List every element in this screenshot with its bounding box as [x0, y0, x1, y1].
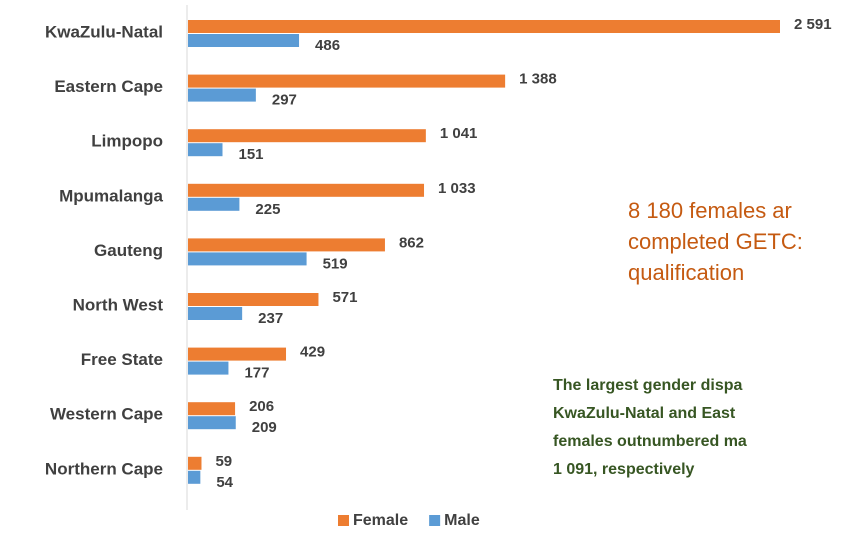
bar: [188, 456, 202, 470]
value-label: 519: [323, 255, 348, 272]
category-label: North West: [73, 295, 164, 314]
bar: [188, 183, 425, 197]
value-label: 206: [249, 398, 274, 415]
bar: [188, 416, 236, 430]
bar: [188, 307, 243, 320]
bar: [188, 347, 287, 361]
annotation-line: completed GETC:: [628, 229, 803, 254]
value-label: 862: [399, 234, 424, 251]
legend-swatch: [429, 515, 441, 526]
bar: [188, 88, 256, 102]
category-label: KwaZulu-Natal: [45, 22, 163, 41]
value-label: 177: [244, 365, 269, 382]
value-label: 1 033: [438, 180, 476, 197]
legend-label: Male: [444, 512, 480, 529]
category-label: Limpopo: [91, 132, 163, 151]
annotation-line: 8 180 females ar: [628, 198, 792, 223]
value-label: 151: [239, 146, 264, 163]
annotation-line: The largest gender dispa: [553, 377, 742, 394]
bar: [188, 402, 236, 416]
legend-label: Female: [353, 512, 408, 529]
value-label: 209: [252, 419, 277, 436]
value-label: 237: [258, 310, 283, 327]
bar: [188, 197, 240, 211]
category-label: Free State: [81, 350, 163, 369]
bar: [188, 293, 319, 306]
bar: [188, 361, 229, 375]
value-label: 297: [272, 92, 297, 109]
value-label: 59: [215, 453, 232, 470]
annotation-line: 1 091, respectively: [553, 461, 695, 478]
bar: [188, 252, 307, 266]
bar: [188, 129, 426, 143]
value-label: 486: [315, 37, 340, 54]
category-label: Mpumalanga: [59, 186, 163, 205]
bar: [188, 470, 201, 484]
category-label: Eastern Cape: [54, 77, 163, 96]
value-label: 2 591: [794, 16, 832, 33]
annotation-line: KwaZulu-Natal and East: [553, 405, 736, 422]
category-label: Western Cape: [50, 405, 163, 424]
bar: [188, 20, 780, 33]
value-label: 225: [255, 201, 280, 218]
value-label: 54: [216, 474, 233, 491]
annotation-line: females outnumbered ma: [553, 433, 747, 450]
bar: [188, 238, 385, 252]
annotation-line: qualification: [628, 260, 744, 285]
value-label: 571: [332, 289, 357, 306]
value-label: 429: [300, 344, 325, 361]
value-label: 1 041: [440, 125, 478, 142]
legend-swatch: [338, 515, 349, 526]
category-label: Northern Cape: [45, 459, 163, 478]
bar: [188, 74, 506, 88]
bar: [188, 143, 223, 157]
value-label: 1 388: [519, 71, 557, 88]
bar: [188, 34, 300, 47]
category-label: Gauteng: [94, 241, 163, 260]
